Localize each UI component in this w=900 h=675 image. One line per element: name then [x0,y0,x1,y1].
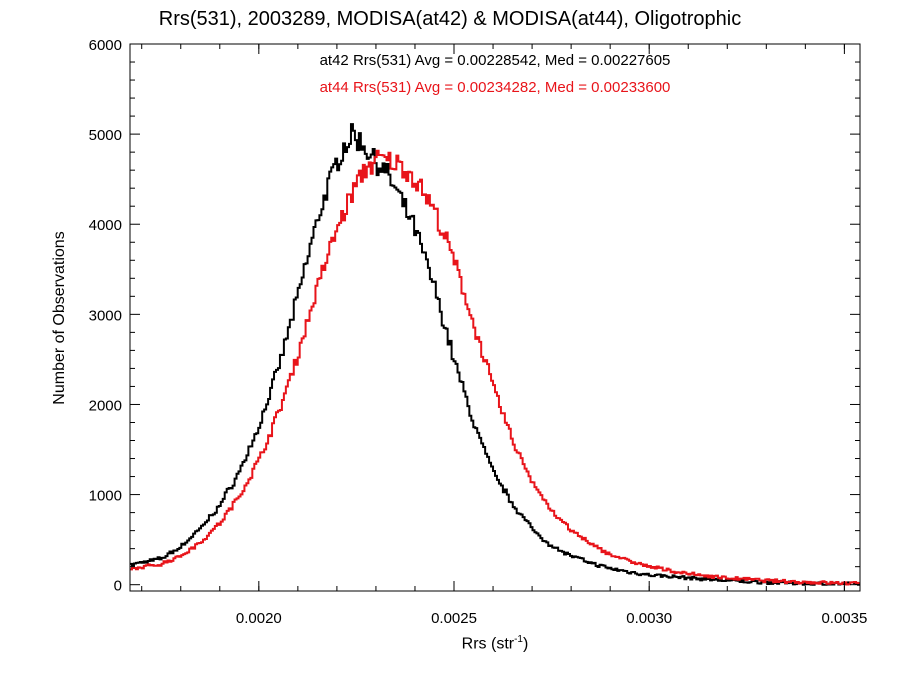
histogram-series-1 [130,149,860,586]
x-axis-label-superscript: -1 [514,634,523,645]
series-layer [130,123,860,586]
x-axis-label-tail: ) [523,635,529,653]
y-tick-label: 5000 [89,127,122,144]
x-axis-label-main: Rrs (str [461,635,515,653]
x-tick-label: 0.0030 [626,610,672,627]
at44-stats-annotation: at44 Rrs(531) Avg = 0.00234282, Med = 0.… [319,79,671,96]
tick-layer: 0.0020 0.0025 0.0030 0.0035 0 1000 2000 3000 400… [89,37,868,627]
y-tick-label: 2000 [89,397,122,414]
x-tick-label: 0.0020 [236,610,282,627]
x-axis-label: Rrs (str-1) [130,634,860,653]
x-tick-label: 0.0035 [821,610,867,627]
plot-frame [129,43,861,592]
y-tick-label: 4000 [89,217,122,234]
y-tick-label: 0 [114,578,122,595]
at42-stats-annotation: at42 Rrs(531) Avg = 0.00228542, Med = 0.… [319,52,671,69]
y-tick-label: 6000 [89,37,122,54]
histogram-series-0 [130,123,860,586]
y-axis-label: Number of Observations [51,231,68,405]
y-tick-label: 1000 [89,488,122,505]
chart-title: Rrs(531), 2003289, MODISA(at42) & MODISA… [158,8,742,30]
x-tick-label: 0.0025 [431,610,477,627]
y-tick-label: 3000 [89,307,122,324]
